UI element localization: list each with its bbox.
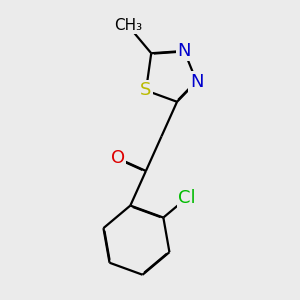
Text: Cl: Cl bbox=[178, 189, 196, 207]
Text: CH₃: CH₃ bbox=[114, 18, 142, 33]
Text: O: O bbox=[111, 149, 125, 167]
Text: S: S bbox=[140, 82, 152, 100]
Text: N: N bbox=[190, 73, 203, 91]
Text: N: N bbox=[177, 42, 191, 60]
